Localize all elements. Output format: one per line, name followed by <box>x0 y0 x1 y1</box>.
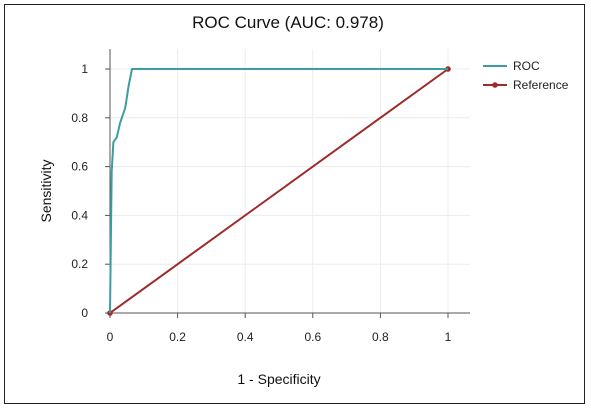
y-axis-label: Sensitivity <box>38 159 54 222</box>
y-ticks: 0 0.2 0.4 0.6 0.8 1 <box>71 62 110 320</box>
x-tick-label: 0.4 <box>237 330 254 344</box>
x-tick-label: 0.6 <box>304 330 321 344</box>
legend-label-reference: Reference <box>513 78 569 92</box>
x-axis-label: 1 - Specificity <box>237 371 320 387</box>
x-tick-label: 0 <box>107 330 114 344</box>
legend-label-roc: ROC <box>513 59 540 73</box>
x-tick-label: 1 <box>445 330 452 344</box>
reference-line <box>109 68 449 314</box>
y-tick-label: 0.6 <box>71 160 88 174</box>
chart-title: ROC Curve (AUC: 0.978) <box>192 13 384 32</box>
legend: ROC Reference <box>483 59 569 92</box>
x-ticks: 0 0.2 0.4 0.6 0.8 1 <box>107 313 452 344</box>
y-tick-label: 1 <box>81 62 88 76</box>
y-tick-label: 0.2 <box>71 257 88 271</box>
x-tick-label: 0.8 <box>372 330 389 344</box>
series <box>107 66 451 316</box>
x-tick-label: 0.2 <box>169 330 186 344</box>
y-tick-label: 0 <box>81 306 88 320</box>
chart-frame <box>4 4 585 404</box>
y-tick-label: 0.8 <box>71 111 88 125</box>
legend-marker-reference <box>492 82 498 88</box>
roc-line <box>109 68 448 314</box>
y-tick-label: 0.4 <box>71 208 88 222</box>
